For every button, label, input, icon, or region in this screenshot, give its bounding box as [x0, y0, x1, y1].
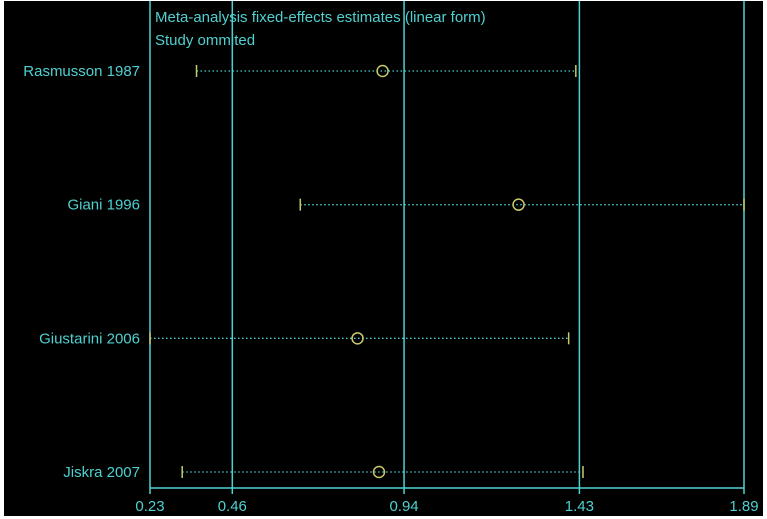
plot-area: 0.23 0.46 0.94 1.43 1.89 Rasmusson 1987 Giani … — [4, 1, 763, 516]
point-estimate-marker — [376, 64, 389, 78]
study-label: Jiskra 2007 — [63, 464, 140, 481]
point-estimate-marker — [512, 198, 525, 211]
x-tick-label: 0.23 — [135, 498, 164, 515]
x-tick-label: 0.46 — [218, 498, 247, 515]
forest-plot: 0.23 0.46 0.94 1.43 1.89 Rasmusson 1987 Giani … — [23, 1, 759, 515]
x-tick-label: 1.43 — [565, 498, 594, 515]
study-label: Rasmusson 1987 — [23, 63, 140, 80]
chart-title: Meta-analysis fixed-effects estimates (l… — [155, 9, 486, 26]
chart-subtitle: Study ommited — [155, 32, 256, 49]
point-estimate-marker — [351, 332, 364, 345]
study-label: Giustarini 2006 — [39, 330, 140, 347]
x-tick-label: 1.89 — [729, 498, 758, 515]
study-label: Giani 1996 — [67, 197, 140, 214]
point-estimate-marker — [372, 465, 386, 479]
x-tick-label: 0.94 — [389, 498, 418, 515]
